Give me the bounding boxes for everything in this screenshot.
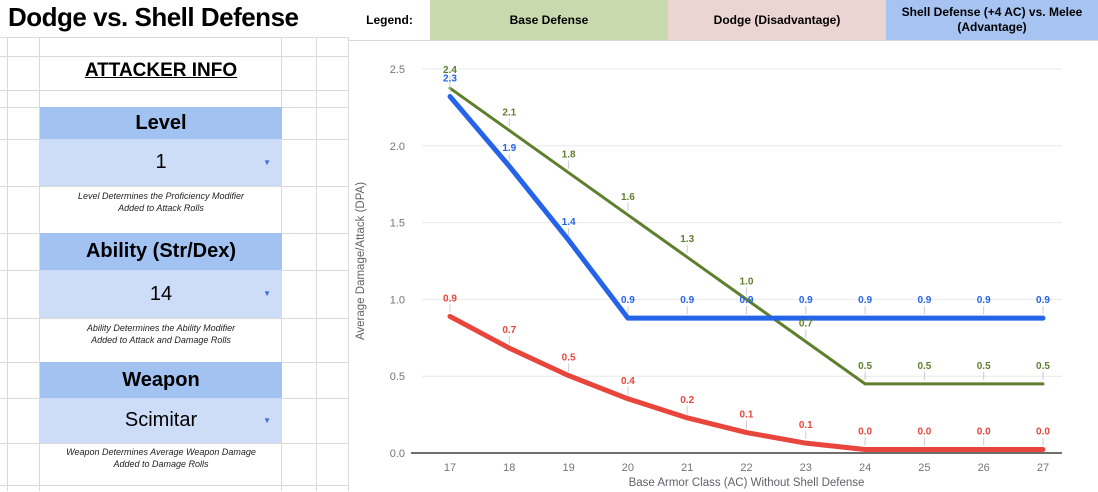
svg-text:2.3: 2.3 — [443, 73, 457, 84]
svg-text:2.1: 2.1 — [502, 107, 516, 118]
svg-text:1.8: 1.8 — [562, 150, 576, 161]
svg-text:0.9: 0.9 — [621, 295, 635, 306]
series-line-dodge-disadvantage — [447, 313, 1046, 452]
svg-text:0.2: 0.2 — [680, 395, 694, 406]
svg-text:0.9: 0.9 — [799, 295, 813, 306]
svg-text:2.0: 2.0 — [390, 141, 405, 153]
ability-label: Ability (Str/Dex) — [85, 240, 237, 262]
series-line-base-defense — [448, 86, 1045, 386]
level-label: Level — [135, 111, 187, 134]
weapon-value: Scimitar — [124, 409, 198, 431]
svg-text:0.0: 0.0 — [977, 426, 991, 437]
svg-text:0.4: 0.4 — [621, 376, 635, 387]
gridline — [0, 56, 349, 57]
legend-item-base-defense[interactable]: Base Defense — [430, 0, 668, 40]
svg-text:27: 27 — [1037, 462, 1049, 474]
gridline — [0, 186, 349, 187]
gridline — [0, 90, 349, 91]
svg-text:0.0: 0.0 — [390, 448, 405, 460]
sheet-title: Dodge vs. Shell Defense — [8, 2, 299, 32]
svg-text:0.9: 0.9 — [858, 295, 872, 306]
svg-text:0.1: 0.1 — [799, 420, 813, 431]
svg-text:1.5: 1.5 — [390, 218, 405, 230]
svg-text:19: 19 — [562, 462, 574, 474]
weapon-label: Weapon — [122, 368, 200, 391]
weapon-caption: Weapon Determines Average Weapon Damage … — [66, 447, 256, 469]
ability-value: 14 — [149, 282, 173, 305]
ability-header-cell: Ability (Str/Dex) — [40, 233, 282, 270]
gridline — [0, 318, 349, 319]
gridline — [0, 485, 349, 486]
attacker-info-heading: ATTACKER INFO — [84, 60, 238, 81]
svg-text:0.9: 0.9 — [917, 295, 931, 306]
legend-label: Legend: — [366, 12, 413, 27]
svg-text:0.5: 0.5 — [858, 361, 872, 372]
svg-text:21: 21 — [681, 462, 693, 474]
gridline — [7, 37, 8, 491]
svg-text:2.4: 2.4 — [443, 65, 457, 76]
dpa-line-chart: 0.0 0.5 1.0 1.5 2.0 2.5 17 18 19 20 21 22 23 24 25 26 27… — [355, 64, 1062, 489]
svg-text:17: 17 — [444, 462, 456, 474]
svg-text:26: 26 — [978, 462, 990, 474]
legend-row: Legend: Base Defense Dodge (Disadvantage… — [349, 0, 1098, 41]
svg-text:0.0: 0.0 — [1036, 426, 1050, 437]
svg-text:1.6: 1.6 — [621, 192, 635, 203]
ability-dropdown[interactable]: 14 ▼ — [40, 270, 282, 318]
svg-text:0.5: 0.5 — [917, 361, 931, 372]
svg-text:Base Armor Class (AC) Without: Base Armor Class (AC) Without Shell Defe… — [629, 477, 865, 489]
svg-text:1.9: 1.9 — [502, 143, 516, 154]
svg-text:0.9: 0.9 — [443, 293, 457, 304]
svg-text:0.5: 0.5 — [390, 371, 405, 383]
svg-text:1.3: 1.3 — [680, 234, 694, 245]
gridline — [0, 443, 349, 444]
series-line-shell-defense-4-ac-vs-melee-advantage — [447, 93, 1046, 321]
level-caption: Level Determines the Proficiency Modifie… — [77, 191, 245, 213]
legend-item-shell-defense[interactable]: Shell Defense (+4 AC) vs. Melee (Advanta… — [886, 0, 1098, 40]
gridline — [0, 37, 349, 38]
svg-text:0.5: 0.5 — [1036, 361, 1050, 372]
svg-text:Average Damage/Attack (DPA): Average Damage/Attack (DPA) — [355, 182, 367, 340]
svg-text:24: 24 — [859, 462, 871, 474]
attacker-info-panel: Dodge vs. Shell Defense ATTACKER INFO Le… — [0, 0, 349, 491]
svg-text:0.7: 0.7 — [799, 319, 813, 330]
ability-caption: Ability Determines the Ability Modifier … — [86, 323, 236, 345]
gridline — [348, 37, 349, 491]
dropdown-arrow-icon[interactable]: ▼ — [263, 415, 271, 425]
weapon-dropdown[interactable]: Scimitar ▼ — [40, 398, 282, 443]
svg-text:0.0: 0.0 — [917, 426, 931, 437]
svg-text:0.5: 0.5 — [977, 361, 991, 372]
svg-text:22: 22 — [740, 462, 752, 474]
series-lines — [447, 86, 1046, 452]
svg-text:23: 23 — [800, 462, 812, 474]
svg-text:18: 18 — [503, 462, 515, 474]
level-value: 1 — [155, 151, 167, 173]
svg-text:20: 20 — [622, 462, 634, 474]
svg-text:2.5: 2.5 — [390, 64, 405, 76]
dropdown-arrow-icon[interactable]: ▼ — [263, 289, 271, 298]
svg-text:1.0: 1.0 — [390, 294, 405, 306]
svg-text:0.7: 0.7 — [502, 325, 516, 336]
data-labels: 2.4 2.1 1.8 1.6 1.3 1.0 0.7 0.5 0.5 0.5 0.5 0.9 0.7 0… — [443, 65, 1050, 446]
x-axis: 17 18 19 20 21 22 23 24 25 26 27 Base Armor Class (… — [355, 182, 1049, 489]
svg-text:1.4: 1.4 — [562, 217, 576, 228]
legend-item-dodge[interactable]: Dodge (Disadvantage) — [668, 0, 886, 40]
gridline — [39, 37, 40, 491]
dropdown-arrow-icon[interactable]: ▼ — [263, 157, 271, 167]
level-header-cell: Level — [40, 107, 282, 139]
svg-text:1.0: 1.0 — [740, 276, 754, 287]
chart-panel: Legend: Base Defense Dodge (Disadvantage… — [349, 0, 1098, 491]
gridline — [316, 37, 317, 491]
svg-text:0.9: 0.9 — [1036, 295, 1050, 306]
svg-text:0.9: 0.9 — [680, 295, 694, 306]
svg-text:0.0: 0.0 — [858, 426, 872, 437]
svg-text:0.9: 0.9 — [740, 295, 754, 306]
svg-text:25: 25 — [918, 462, 930, 474]
svg-text:0.1: 0.1 — [740, 410, 754, 421]
y-axis: 0.0 0.5 1.0 1.5 2.0 2.5 — [390, 64, 1062, 460]
svg-text:0.5: 0.5 — [562, 353, 576, 364]
weapon-header-cell: Weapon — [40, 362, 282, 398]
level-dropdown[interactable]: 1 ▼ — [40, 139, 282, 186]
svg-text:0.9: 0.9 — [977, 295, 991, 306]
